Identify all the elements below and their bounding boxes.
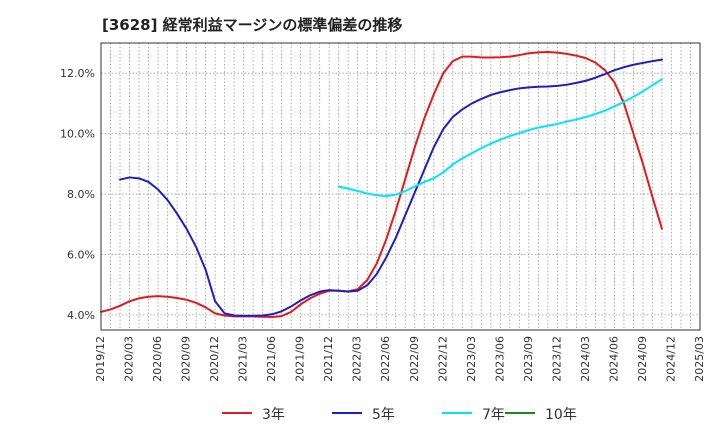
legend-label: 7年 xyxy=(482,407,505,423)
x-tick-label: 2024/09 xyxy=(636,336,649,382)
x-tick-label: 2022/09 xyxy=(408,336,421,382)
y-axis: 4.0% 6.0% 8.0% 10.0% 12.0% xyxy=(60,67,95,322)
x-tick-label: 2021/06 xyxy=(265,336,278,382)
legend-label: 5年 xyxy=(372,407,395,423)
x-tick-label: 2023/03 xyxy=(465,336,478,382)
legend-item[interactable]: 3年 xyxy=(222,407,285,423)
x-tick-label: 2020/12 xyxy=(208,336,221,382)
legend-item[interactable]: 10年 xyxy=(505,407,577,423)
y-tick-label: 6.0% xyxy=(67,248,95,261)
x-tick-label: 2023/12 xyxy=(550,336,563,382)
y-tick-label: 12.0% xyxy=(60,67,95,80)
series-line-5年 xyxy=(119,58,663,317)
legend-item[interactable]: 5年 xyxy=(332,407,395,423)
x-tick-label: 2022/12 xyxy=(436,336,449,382)
y-tick-label: 4.0% xyxy=(67,309,95,322)
legend-label: 10年 xyxy=(545,407,577,423)
x-tick-label: 2024/03 xyxy=(579,336,592,382)
y-tick-label: 8.0% xyxy=(67,188,95,201)
x-tick-label: 2020/09 xyxy=(180,336,193,382)
y-tick-label: 10.0% xyxy=(60,128,95,141)
x-tick-label: 2020/06 xyxy=(151,336,164,382)
legend[interactable]: 3年 5年 7年 10年 xyxy=(222,407,577,423)
series-line-3年 xyxy=(100,51,663,319)
x-tick-label: 2019/12 xyxy=(94,336,107,382)
x-tick-label: 2023/06 xyxy=(493,336,506,382)
chart-title: [3628] 経常利益マージンの標準偏差の推移 xyxy=(102,16,403,34)
legend-item[interactable]: 7年 xyxy=(442,407,505,423)
x-tick-label: 2021/09 xyxy=(294,336,307,382)
x-axis: 2019/12 2020/03 2020/06 2020/09 2020/12 2021/… xyxy=(94,336,706,382)
series-lines xyxy=(100,51,663,319)
x-tick-label: 2022/03 xyxy=(351,336,364,382)
x-tick-label: 2020/03 xyxy=(123,336,136,382)
series-line-7年 xyxy=(337,78,663,198)
x-tick-label: 2021/03 xyxy=(237,336,250,382)
x-tick-label: 2023/09 xyxy=(522,336,535,382)
x-tick-label: 2025/03 xyxy=(693,336,706,382)
x-tick-label: 2021/12 xyxy=(322,336,335,382)
plot-background xyxy=(101,43,700,330)
x-tick-label: 2022/06 xyxy=(379,336,392,382)
legend-label: 3年 xyxy=(262,407,285,423)
plot-frame xyxy=(100,42,701,331)
x-tick-label: 2024/12 xyxy=(664,336,677,382)
x-tick-label: 2024/06 xyxy=(607,336,620,382)
grid-lines xyxy=(101,43,700,330)
